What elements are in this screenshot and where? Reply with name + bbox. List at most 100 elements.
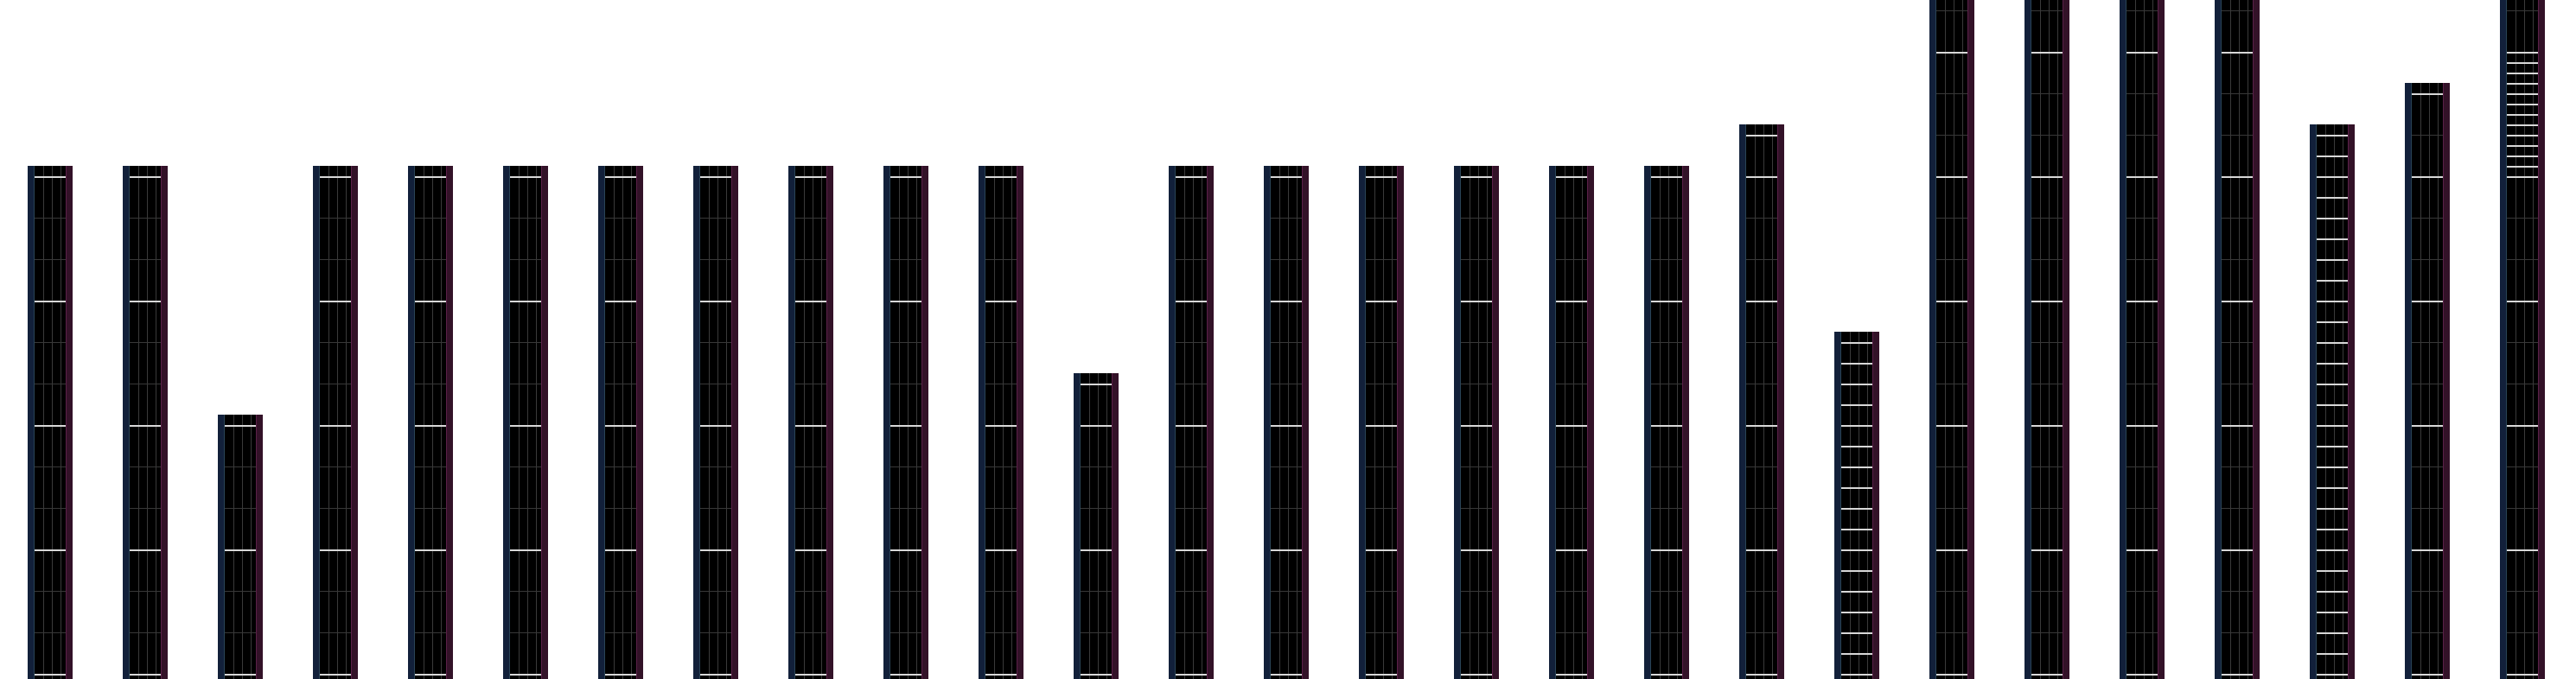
marker-line	[2507, 145, 2538, 147]
marker-line	[35, 301, 66, 302]
grid-line-vertical	[631, 166, 632, 679]
grid-line-vertical	[717, 166, 718, 679]
grid-line-horizontal	[2126, 135, 2158, 136]
marker-line	[890, 549, 921, 551]
marker-line	[1176, 176, 1207, 178]
marker-line	[1841, 612, 1872, 613]
bar-right-edge	[1492, 166, 1499, 679]
marker-line	[510, 549, 541, 551]
grid-line-horizontal	[320, 508, 351, 509]
bar-8	[693, 166, 738, 679]
marker-line	[605, 425, 636, 427]
bar-right-edge	[256, 415, 263, 679]
marker-line	[1936, 549, 1967, 551]
marker-line	[1651, 425, 1682, 427]
grid-line-horizontal	[510, 342, 541, 343]
grid-line-horizontal	[700, 632, 731, 633]
grid-line-horizontal	[890, 466, 921, 467]
marker-line	[320, 301, 351, 302]
grid-line-horizontal	[1271, 259, 1302, 260]
marker-line	[890, 674, 921, 676]
grid-line-horizontal	[2031, 218, 2063, 219]
grid-line-horizontal	[35, 466, 66, 467]
bar-13	[1169, 166, 1214, 679]
marker-line	[985, 176, 1017, 178]
bar-27	[2500, 0, 2545, 679]
bar-12	[1074, 373, 1119, 679]
grid-line-horizontal	[2412, 591, 2443, 592]
bar-right-edge	[2443, 83, 2450, 679]
marker-line	[2222, 52, 2253, 54]
grid-line-horizontal	[1271, 591, 1302, 592]
grid-line-horizontal	[2412, 259, 2443, 260]
grid-line-horizontal	[605, 591, 636, 592]
grid-line-horizontal	[2507, 259, 2538, 260]
bar-left-edge	[2500, 0, 2507, 679]
bar-left-edge	[313, 166, 320, 679]
grid-line-horizontal	[2126, 632, 2158, 633]
grid-line-horizontal	[1746, 508, 1777, 509]
grid-line-horizontal	[1936, 135, 1967, 136]
grid-line-horizontal	[130, 466, 161, 467]
grid-line-horizontal	[890, 632, 921, 633]
grid-line-horizontal	[415, 591, 446, 592]
grid-line-vertical	[994, 166, 995, 679]
grid-line-vertical	[1003, 166, 1004, 679]
bar-right-edge	[1967, 0, 1974, 679]
marker-line	[1936, 176, 1967, 178]
grid-line-vertical	[2334, 124, 2335, 679]
bar-right-edge	[1017, 166, 1023, 679]
marker-line	[1461, 425, 1492, 427]
grid-line-horizontal	[890, 259, 921, 260]
marker-line	[2507, 674, 2538, 676]
marker-line	[2412, 425, 2443, 427]
marker-line	[795, 549, 826, 551]
grid-line-horizontal	[2222, 10, 2253, 11]
marker-line	[1746, 674, 1777, 676]
marker-line	[415, 176, 446, 178]
grid-line-horizontal	[510, 218, 541, 219]
bar-left-edge	[788, 166, 795, 679]
marker-line	[2126, 176, 2158, 178]
bar-16	[1454, 166, 1499, 679]
grid-line-horizontal	[890, 218, 921, 219]
grid-line-horizontal	[890, 591, 921, 592]
grid-line-horizontal	[795, 259, 826, 260]
grid-line-vertical	[2533, 0, 2534, 679]
bar-right-edge	[636, 166, 643, 679]
marker-line	[1461, 301, 1492, 302]
marker-line	[2507, 135, 2538, 136]
grid-line-horizontal	[225, 591, 256, 592]
grid-line-horizontal	[700, 342, 731, 343]
marker-line	[1176, 301, 1207, 302]
bar-left-edge	[1644, 166, 1651, 679]
grid-line-horizontal	[1081, 591, 1112, 592]
grid-line-horizontal	[1746, 632, 1777, 633]
marker-line	[1366, 674, 1397, 676]
grid-line-horizontal	[2126, 259, 2158, 260]
bar-right-edge	[826, 166, 833, 679]
grid-line-horizontal	[35, 342, 66, 343]
marker-line	[2317, 466, 2348, 468]
marker-line	[985, 301, 1017, 302]
grid-line-horizontal	[985, 342, 1017, 343]
bar-20	[1834, 332, 1879, 679]
marker-line	[1651, 176, 1682, 178]
grid-line-vertical	[2057, 0, 2058, 679]
grid-line-horizontal	[2412, 342, 2443, 343]
grid-line-horizontal	[1461, 591, 1492, 592]
grid-line-horizontal	[2412, 135, 2443, 136]
grid-line-horizontal	[2222, 508, 2253, 509]
grid-line-horizontal	[415, 632, 446, 633]
marker-line	[2126, 425, 2158, 427]
grid-line-horizontal	[1746, 218, 1777, 219]
grid-line-vertical	[2135, 0, 2136, 679]
bar-left-edge	[408, 166, 415, 679]
grid-line-horizontal	[1271, 466, 1302, 467]
marker-line	[415, 549, 446, 551]
grid-line-horizontal	[2126, 93, 2158, 94]
marker-line	[1746, 425, 1777, 427]
grid-line-horizontal	[700, 218, 731, 219]
marker-line	[2507, 52, 2538, 54]
marker-line	[2317, 384, 2348, 385]
